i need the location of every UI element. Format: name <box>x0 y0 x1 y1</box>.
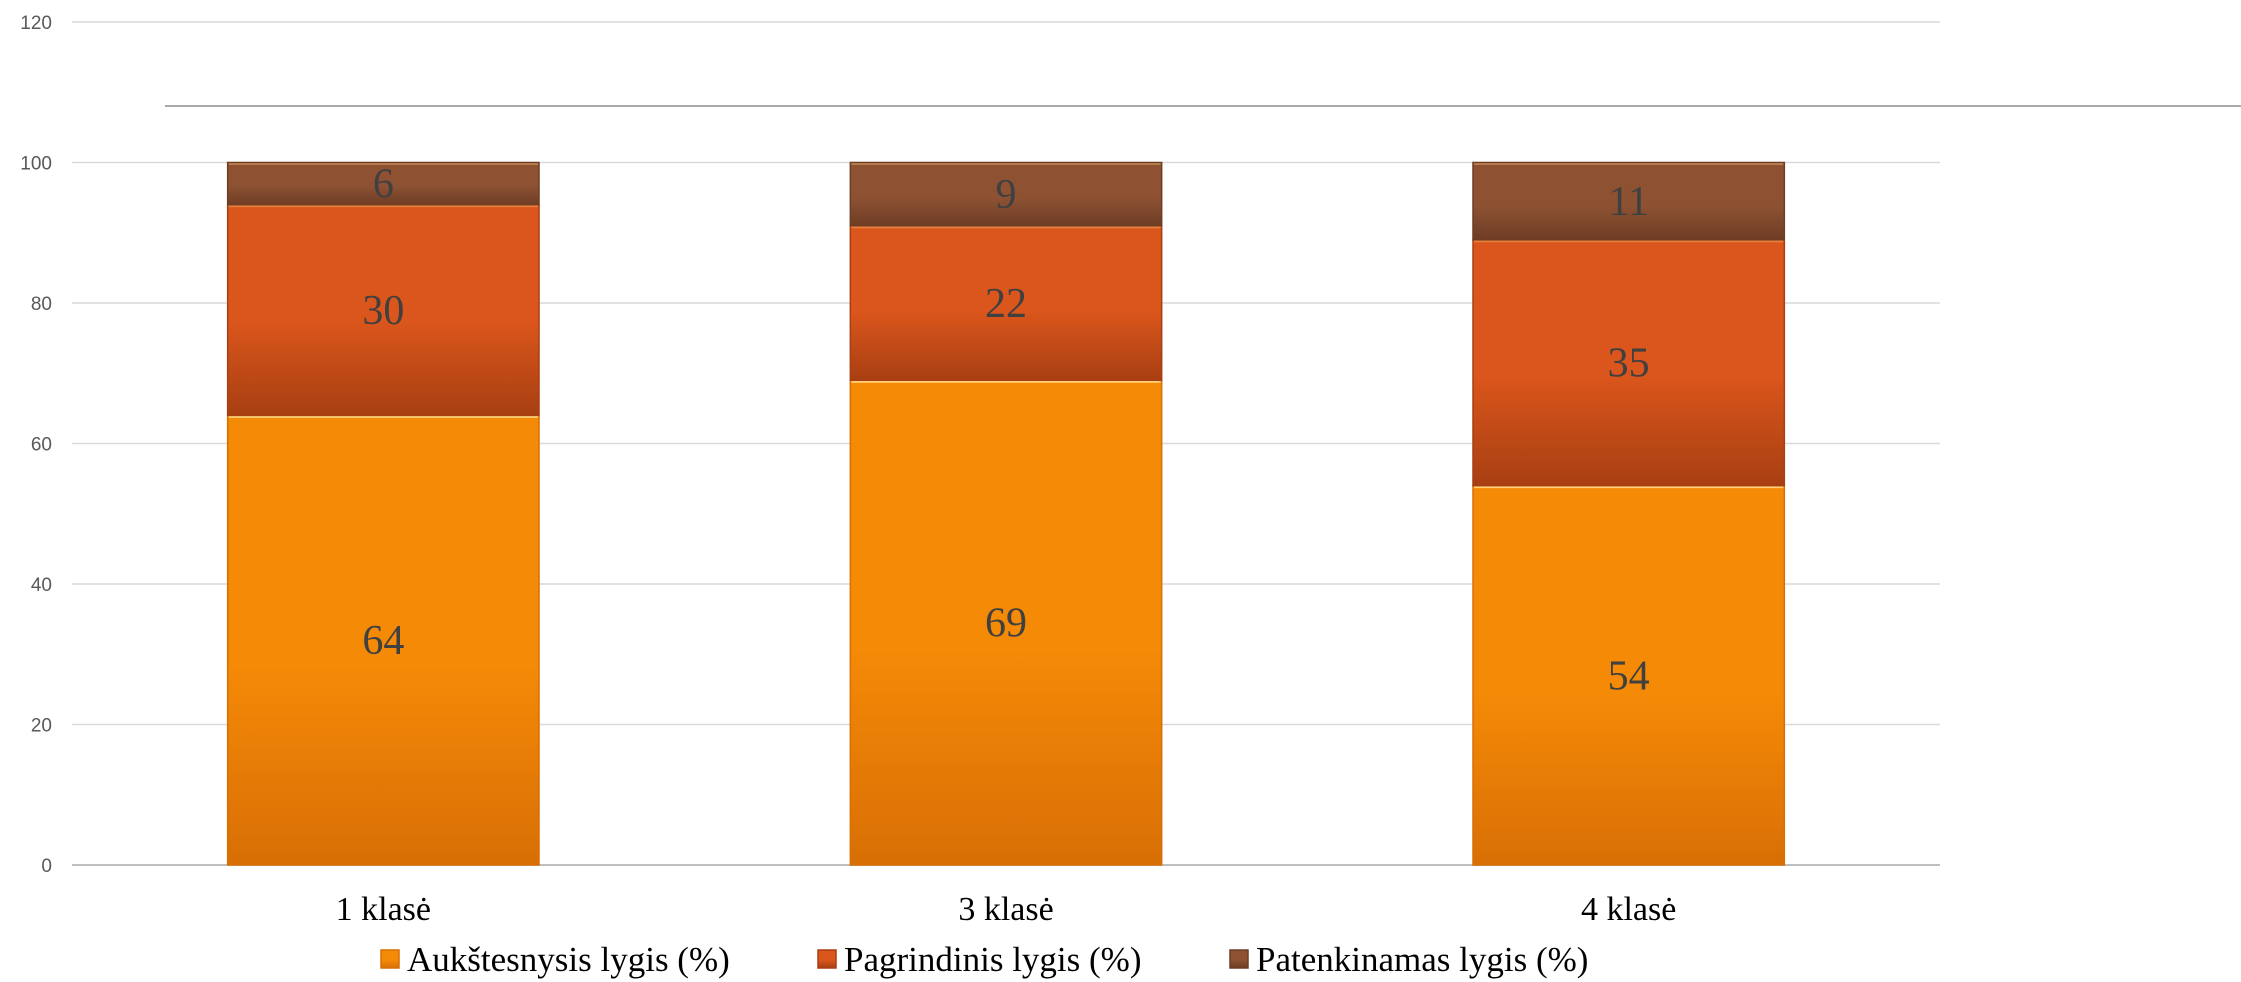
bar-segment <box>849 224 1163 382</box>
y-tick-label: 0 <box>41 856 52 877</box>
bar-segment <box>849 161 1163 227</box>
data-label: 11 <box>1608 179 1648 225</box>
y-axis-tick-labels: 0 20 40 60 80 100 120 <box>20 13 52 877</box>
data-label: 6 <box>373 162 394 208</box>
data-label: 54 <box>1608 653 1650 699</box>
legend: Aukštesnysis lygis (%) Pagrindinis lygis … <box>380 940 1588 979</box>
y-tick-label: 120 <box>20 13 52 34</box>
legend-label: Pagrindinis lygis (%) <box>844 940 1141 979</box>
y-tick-label: 20 <box>31 716 52 737</box>
data-label: 35 <box>1608 341 1650 387</box>
y-tick-label: 100 <box>20 154 52 175</box>
bar-segment <box>1472 161 1786 241</box>
legend-swatch <box>817 949 837 969</box>
legend-swatch <box>1229 949 1249 969</box>
legend-swatch <box>380 949 400 969</box>
y-tick-label: 80 <box>31 294 52 315</box>
data-label: 30 <box>362 288 404 334</box>
bar-segment <box>226 414 540 866</box>
legend-label: Patenkinamas lygis (%) <box>1256 940 1588 979</box>
y-tick-label: 40 <box>31 575 52 596</box>
y-tick-label: 60 <box>31 435 52 456</box>
bar-segment <box>1472 239 1786 487</box>
bar-segment <box>849 379 1163 866</box>
data-label: 9 <box>996 172 1017 218</box>
data-labels: 64 30 6 69 22 9 54 35 11 <box>362 162 1649 700</box>
x-category-label: 1 klasė <box>336 891 431 928</box>
data-label: 64 <box>362 618 404 664</box>
x-category-label: 3 klasė <box>958 891 1053 928</box>
data-label: 22 <box>985 281 1027 327</box>
x-category-label: 4 klasė <box>1581 891 1676 928</box>
bar-segment <box>226 203 540 417</box>
legend-label: Aukštesnysis lygis (%) <box>407 940 730 979</box>
x-axis-category-labels: 1 klasė 3 klasė 4 klasė <box>336 891 1677 928</box>
bar-segment <box>226 161 540 206</box>
data-label: 69 <box>985 601 1027 647</box>
bars <box>226 161 1786 866</box>
